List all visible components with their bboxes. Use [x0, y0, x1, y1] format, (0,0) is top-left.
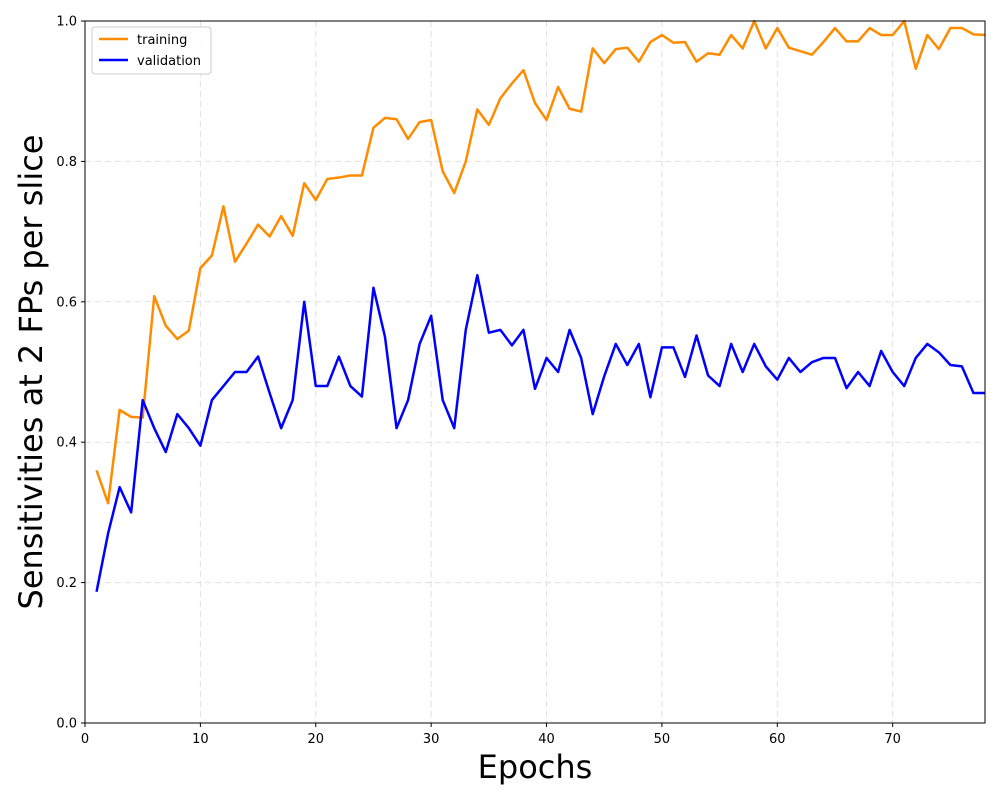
y-axis-ticks: 0.0 0.2 0.4 0.6 0.8 1.0 [56, 15, 85, 732]
x-tick-label: 40 [538, 732, 555, 747]
y-tick-label: 0.0 [56, 717, 77, 732]
legend: training validation [91, 26, 212, 75]
x-tick-label: 30 [423, 732, 440, 747]
y-tick-label: 0.4 [56, 436, 77, 451]
plot-frame [84, 20, 986, 724]
y-tick-label: 0.6 [56, 295, 77, 310]
plot-background [85, 21, 985, 723]
x-axis-ticks: 0 10 20 30 40 50 60 70 [81, 723, 901, 747]
x-tick-label: 60 [769, 732, 786, 747]
x-tick-label: 10 [192, 732, 209, 747]
y-tick-label: 0.8 [56, 155, 77, 170]
series-line-validation [95, 273, 985, 592]
y-axis-label: Sensitivities at 2 FPs per slice [12, 135, 50, 610]
y-tick-label: 0.2 [56, 576, 77, 591]
y-tick-label: 1.0 [56, 15, 77, 30]
legend-label-validation: validation [137, 54, 201, 69]
legend-label-training: training [137, 33, 187, 48]
x-tick-label: 50 [654, 732, 671, 747]
x-axis-label: Epochs [478, 748, 593, 786]
series-lines [95, 19, 986, 592]
series-line-training [95, 19, 986, 505]
x-tick-label: 0 [81, 732, 89, 747]
x-tick-label: 70 [884, 732, 901, 747]
x-tick-label: 20 [307, 732, 324, 747]
